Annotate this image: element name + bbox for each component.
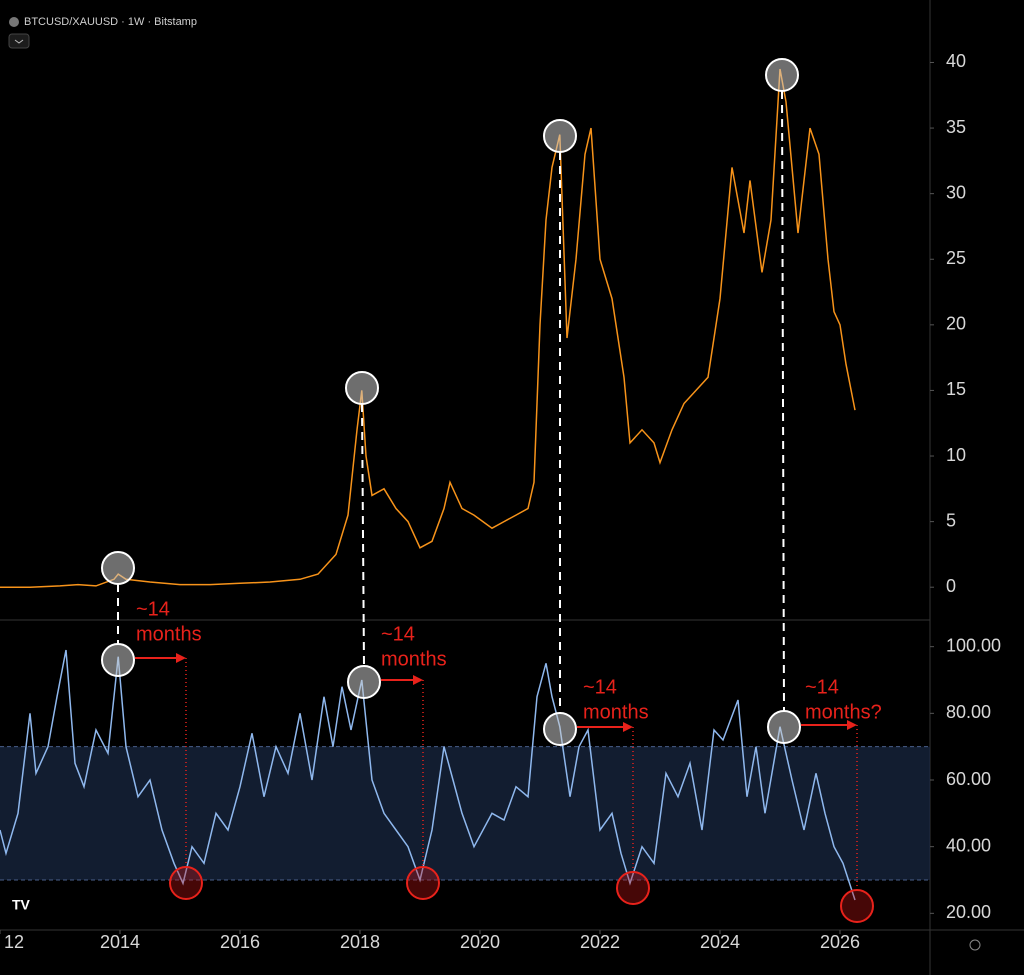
y-tick-label: 15 [946, 379, 966, 399]
y-tick-label: 80.00 [946, 702, 991, 722]
arrow-head [176, 653, 186, 663]
peak-marker [345, 371, 379, 405]
peak-link [781, 90, 785, 712]
peak-marker [765, 58, 799, 92]
x-tick-label: 2016 [220, 932, 260, 952]
peak-marker [543, 712, 577, 746]
y-tick-label: 25 [946, 248, 966, 268]
annotation: ~14 [136, 598, 170, 620]
x-tick-label: 2024 [700, 932, 740, 952]
x-tick-label: 2014 [100, 932, 140, 952]
x-tick-label: 2022 [580, 932, 620, 952]
annotation: ~14 [381, 623, 415, 645]
annotation: ~14 [805, 676, 839, 698]
trough-marker [169, 866, 203, 900]
arrow-head [413, 675, 423, 685]
y-tick-label: 40 [946, 51, 966, 71]
arrow-head [847, 720, 857, 730]
y-tick-label: 35 [946, 117, 966, 137]
annotation: months [136, 623, 202, 645]
y-tick-label: 0 [946, 576, 956, 596]
annotation: months [583, 701, 649, 723]
annotation: ~14 [583, 676, 617, 698]
peak-marker [347, 665, 381, 699]
tv-logo: TV [12, 897, 31, 913]
x-tick-label: 2018 [340, 932, 380, 952]
y-tick-label: 100.00 [946, 635, 1001, 655]
peak-link [361, 403, 365, 667]
arrow-head [623, 722, 633, 732]
settings-icon[interactable] [969, 939, 981, 951]
symbol-icon [9, 17, 19, 27]
rsi-band [0, 746, 930, 880]
price-line [0, 649, 856, 901]
trough-marker [840, 889, 874, 923]
chart-title: BTCUSD/XAUUSD · 1W · Bitstamp [24, 16, 197, 28]
y-tick-label: 10 [946, 445, 966, 465]
peak-marker [767, 710, 801, 744]
y-tick-label: 60.00 [946, 769, 991, 789]
annotation: months? [805, 701, 882, 723]
y-tick-label: 40.00 [946, 835, 991, 855]
peak-marker [101, 551, 135, 585]
trough-marker [406, 866, 440, 900]
y-tick-label: 20 [946, 314, 966, 334]
chevron-icon [14, 39, 24, 44]
peak-marker [101, 643, 135, 677]
price-line [0, 68, 856, 588]
trough-marker [616, 871, 650, 905]
x-tick-label: 2026 [820, 932, 860, 952]
x-tick-label: 12 [4, 932, 24, 952]
y-tick-label: 30 [946, 182, 966, 202]
x-tick-label: 2020 [460, 932, 500, 952]
y-tick-label: 20.00 [946, 902, 991, 922]
collapse-button[interactable] [8, 33, 30, 49]
annotation: months [381, 648, 447, 670]
y-tick-label: 5 [946, 510, 956, 530]
peak-marker [543, 119, 577, 153]
